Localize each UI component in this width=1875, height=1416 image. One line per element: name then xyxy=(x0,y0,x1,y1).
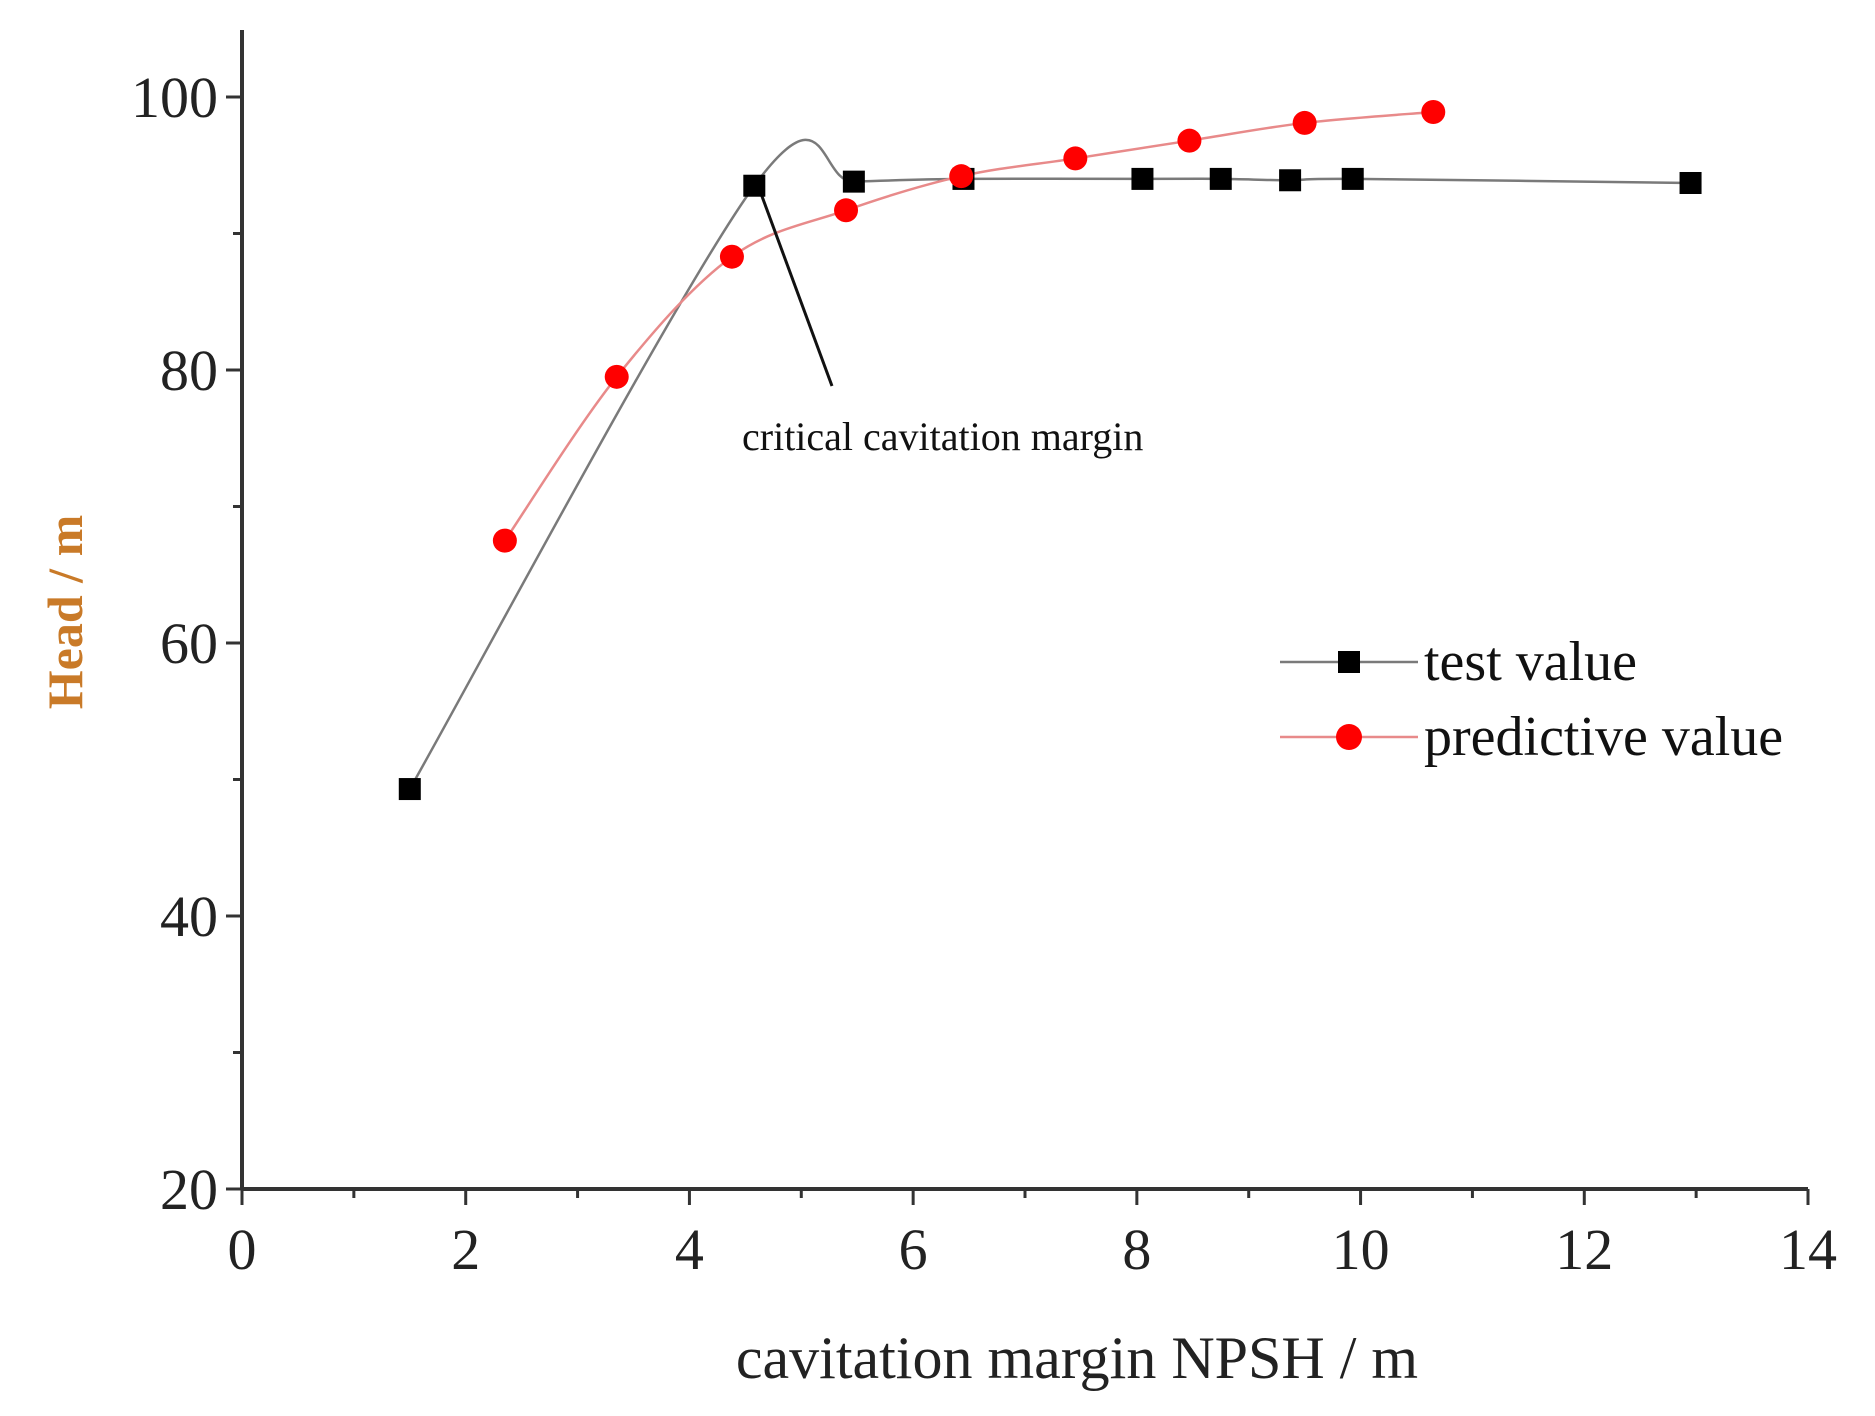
x-tick-label: 0 xyxy=(228,1217,257,1282)
legend-marker-circle xyxy=(1336,724,1362,750)
x-tick-label: 14 xyxy=(1779,1217,1837,1282)
data-point-square xyxy=(1131,167,1154,190)
x-tick-label: 12 xyxy=(1555,1217,1613,1282)
data-point-square xyxy=(1279,169,1302,192)
legend-label: predictive value xyxy=(1424,706,1783,768)
annotation: critical cavitation margin xyxy=(742,191,1143,459)
y-tick-label: 60 xyxy=(160,611,218,676)
legend: test value predictive value xyxy=(1280,631,1783,768)
annotation-leader-line xyxy=(758,191,834,387)
axis-ticks: 0 2 4 6 8 10 12 14 20 40 60 80 100 xyxy=(131,65,1837,1282)
data-point-square xyxy=(1341,167,1364,190)
y-tick-label: 40 xyxy=(160,884,218,949)
data-point-circle xyxy=(1421,100,1446,125)
data-point-square xyxy=(398,778,421,801)
data-point-square xyxy=(1679,171,1702,194)
y-tick-label: 100 xyxy=(131,65,218,130)
data-point-square xyxy=(842,170,865,193)
y-axis-title: Head / m xyxy=(37,515,93,709)
data-point-circle xyxy=(949,164,974,189)
data-point-circle xyxy=(834,198,859,223)
x-tick-label: 2 xyxy=(451,1217,480,1282)
y-tick-label: 20 xyxy=(160,1157,218,1222)
data-point-circle xyxy=(604,364,629,389)
x-tick-label: 6 xyxy=(899,1217,928,1282)
y-tick-label: 80 xyxy=(160,338,218,403)
axes xyxy=(240,30,1808,1191)
data-point-circle xyxy=(492,528,517,553)
x-tick-label: 4 xyxy=(675,1217,704,1282)
data-point-circle xyxy=(1177,128,1202,153)
data-point-circle xyxy=(1063,146,1088,171)
data-point-square xyxy=(743,174,766,197)
annotation-text: critical cavitation margin xyxy=(742,414,1143,459)
x-tick-label: 10 xyxy=(1332,1217,1390,1282)
x-axis-title: cavitation margin NPSH / m xyxy=(736,1325,1418,1391)
x-tick-label: 8 xyxy=(1122,1217,1151,1282)
legend-label: test value xyxy=(1424,631,1637,693)
series-markers xyxy=(398,100,1702,801)
data-point-circle xyxy=(719,244,744,269)
data-point-square xyxy=(1209,167,1232,190)
legend-marker-square xyxy=(1338,651,1360,673)
data-point-circle xyxy=(1292,110,1317,135)
